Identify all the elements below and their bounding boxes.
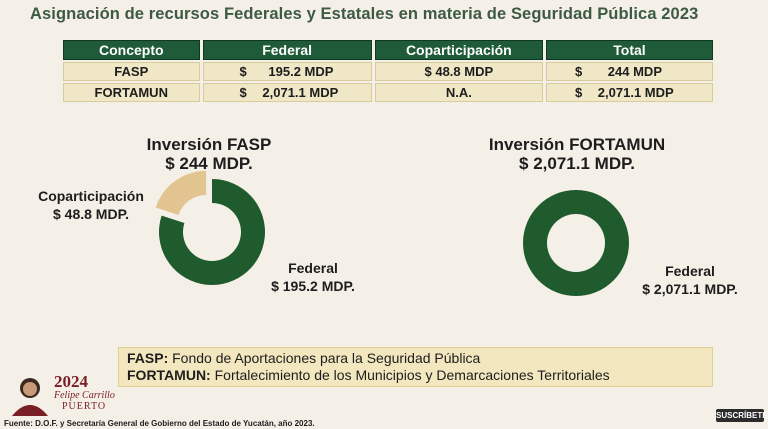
cell-total-value: 244 MDP <box>607 64 662 79</box>
acronym-legend: FASP: Fondo de Aportaciones para la Segu… <box>118 347 713 387</box>
logo: 2024 Felipe Carrillo PUERTO <box>6 372 126 418</box>
col-header-federal: Federal <box>202 40 372 60</box>
logo-name-line2: PUERTO <box>62 401 107 412</box>
slice-name-label: Federal <box>665 263 715 279</box>
cell-federal-currency: $ <box>239 64 247 79</box>
cell-total: $ 2,071.1 MDP <box>545 83 713 102</box>
legend-abbr: FASP: <box>127 350 169 366</box>
cell-coparticipacion: N.A. <box>374 83 543 102</box>
col-header-coparticipacion: Coparticipación <box>374 40 543 60</box>
col-header-total: Total <box>545 40 713 60</box>
table-row: FORTAMUN $ 2,071.1 MDP N.A. $ 2,071.1 MD… <box>63 83 713 102</box>
slice-value-label: $ 48.8 MDP. <box>52 206 129 222</box>
slice-value-label: $ 195.2 MDP. <box>271 278 355 294</box>
fortamun-federal-label: Federal $ 2,071.1 MDP. <box>630 262 750 298</box>
cell-federal-value: 2,071.1 MDP <box>262 85 339 100</box>
fortamun-chart-title: Inversión FORTAMUN <box>488 135 666 154</box>
logo-name-line1: Felipe Carrillo <box>54 390 115 401</box>
cell-federal-value: 195.2 MDP <box>268 64 334 79</box>
donut-slice-federal <box>159 179 265 285</box>
col-header-concepto: Concepto <box>63 40 200 60</box>
legend-item: FORTAMUN: Fortalecimiento de los Municip… <box>127 367 712 384</box>
legend-text: Fondo de Aportaciones para la Seguridad … <box>172 350 481 366</box>
fasp-chart: Inversión FASP $ 244 MDP. <box>120 135 298 173</box>
legend-item: FASP: Fondo de Aportaciones para la Segu… <box>127 350 712 367</box>
cell-federal: $ 2,071.1 MDP <box>202 83 372 102</box>
cell-concepto: FASP <box>63 62 200 81</box>
cell-total-currency: $ <box>574 64 583 79</box>
fasp-chart-subtitle: $ 244 MDP. <box>165 154 253 173</box>
cell-federal-currency: $ <box>239 85 247 100</box>
cell-coparticipacion: $ 48.8 MDP <box>374 62 543 81</box>
fortamun-chart: Inversión FORTAMUN $ 2,071.1 MDP. <box>468 135 686 173</box>
portrait-icon <box>12 378 48 416</box>
source-note: Fuente: D.O.F. y Secretaría General de G… <box>4 419 315 428</box>
cell-total: $ 244 MDP <box>545 62 713 81</box>
fasp-chart-title: Inversión FASP <box>146 135 272 154</box>
donut-slice-federal <box>523 190 629 296</box>
slice-name-label: Federal <box>288 260 338 276</box>
legend-text: Fortalecimiento de los Municipios y Dema… <box>214 367 610 383</box>
table-row: FASP $ 195.2 MDP $ 48.8 MDP $ 244 MDP <box>63 62 713 81</box>
cell-total-value: 2,071.1 MDP <box>597 85 674 100</box>
slice-value-label: $ 2,071.1 MDP. <box>642 281 738 297</box>
fasp-coparticipacion-label: Coparticipación $ 48.8 MDP. <box>22 187 160 223</box>
page-title: Asignación de recursos Federales y Estat… <box>30 5 699 23</box>
legend-abbr: FORTAMUN: <box>127 367 211 383</box>
cell-federal: $ 195.2 MDP <box>202 62 372 81</box>
subscribe-button[interactable]: SUSCRÍBETE <box>716 409 768 422</box>
fasp-donut-chart <box>155 170 265 285</box>
table-header-row: Concepto Federal Coparticipación Total <box>63 40 713 60</box>
cell-concepto: FORTAMUN <box>63 83 200 102</box>
logo-year: 2024 <box>54 372 88 391</box>
slice-name-label: Coparticipación <box>38 188 144 204</box>
cell-total-currency: $ <box>574 85 583 100</box>
resources-table: Concepto Federal Coparticipación Total F… <box>60 38 716 104</box>
donut-slice-coparticipaci-n <box>155 170 207 215</box>
fasp-federal-label: Federal $ 195.2 MDP. <box>258 259 368 295</box>
fortamun-chart-subtitle: $ 2,071.1 MDP. <box>519 154 635 173</box>
fortamun-donut-chart <box>523 190 629 296</box>
